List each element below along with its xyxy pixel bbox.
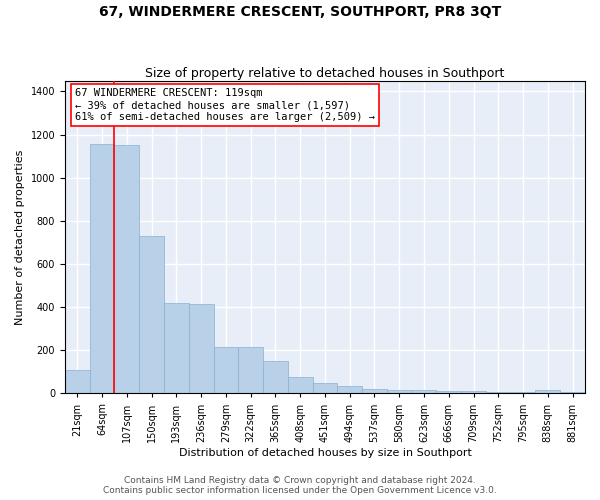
Bar: [387, 390, 412, 394]
Bar: [337, 386, 362, 394]
Bar: [65, 370, 89, 394]
Text: 67 WINDERMERE CRESCENT: 119sqm
← 39% of detached houses are smaller (1,597)
61% : 67 WINDERMERE CRESCENT: 119sqm ← 39% of …: [76, 88, 376, 122]
Bar: [238, 347, 263, 394]
Bar: [436, 392, 461, 394]
Bar: [164, 303, 189, 394]
Bar: [189, 304, 214, 394]
Bar: [535, 390, 560, 394]
Bar: [511, 392, 535, 394]
Y-axis label: Number of detached properties: Number of detached properties: [15, 150, 25, 324]
Bar: [412, 390, 436, 394]
Bar: [214, 347, 238, 394]
Title: Size of property relative to detached houses in Southport: Size of property relative to detached ho…: [145, 66, 505, 80]
Bar: [263, 361, 288, 394]
Bar: [288, 377, 313, 394]
Bar: [362, 389, 387, 394]
Bar: [139, 236, 164, 394]
X-axis label: Distribution of detached houses by size in Southport: Distribution of detached houses by size …: [179, 448, 472, 458]
Bar: [560, 392, 585, 394]
Bar: [89, 144, 115, 394]
Bar: [115, 146, 139, 394]
Bar: [313, 382, 337, 394]
Bar: [461, 392, 486, 394]
Text: Contains HM Land Registry data © Crown copyright and database right 2024.
Contai: Contains HM Land Registry data © Crown c…: [103, 476, 497, 495]
Bar: [486, 392, 511, 394]
Text: 67, WINDERMERE CRESCENT, SOUTHPORT, PR8 3QT: 67, WINDERMERE CRESCENT, SOUTHPORT, PR8 …: [99, 5, 501, 19]
